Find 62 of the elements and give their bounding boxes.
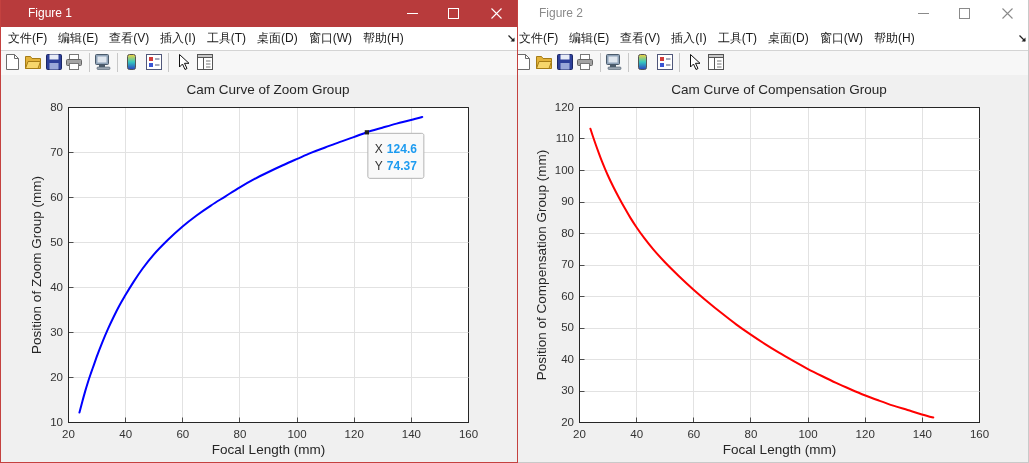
y-tick-label: 60	[561, 289, 574, 302]
x-tick-label: 160	[969, 427, 990, 440]
text: 桌面(D)	[767, 31, 809, 46]
x-tick-label: 60	[687, 427, 701, 440]
x-axis-title: Focal Length (mm)	[722, 442, 837, 457]
x-tick-label: 80	[744, 427, 758, 440]
y-axis-title: Position of Compensation Group (mm)	[533, 149, 549, 381]
x-tick-label: 120	[855, 427, 875, 440]
text: 桌面(D)	[256, 31, 298, 46]
text: 帮助(H)	[873, 31, 915, 46]
y-tick-label: 30	[561, 384, 574, 396]
text: 文件(F)	[519, 31, 559, 46]
line-series	[78, 115, 424, 414]
x-tick-label: 40	[119, 427, 133, 440]
text: 窗口(W)	[819, 31, 863, 46]
y-tick-label: 20	[561, 415, 574, 428]
x-tick-label: 60	[176, 427, 190, 440]
x-tick-label: 160	[458, 427, 479, 440]
chart-title: Cam Curve of Compensation Group	[671, 81, 887, 97]
y-tick-label: 40	[561, 352, 574, 365]
x-tick-label: 100	[287, 427, 307, 440]
x-tick-label: 120	[344, 427, 364, 440]
x-tick-label: 100	[798, 427, 818, 440]
y-tick-label: 90	[561, 195, 574, 207]
x-axis-title: Focal Length (mm)	[211, 442, 326, 457]
text: 查看(V)	[620, 31, 661, 46]
text: 插入(I)	[671, 31, 707, 46]
y-tick-label: 80	[561, 226, 574, 239]
y-axis-title: Position of Zoom Group (mm)	[29, 176, 45, 354]
annotation: X 124.6 Y 74.37	[374, 142, 418, 174]
text: 文件(F)	[8, 31, 48, 46]
text: 工具(T)	[717, 31, 757, 46]
y-tick-label: 50	[561, 321, 574, 333]
text: 编辑(E)	[58, 31, 99, 46]
y-tick-label: 10	[50, 415, 63, 428]
text: 工具(T)	[206, 31, 246, 46]
text: 帮助(H)	[362, 31, 404, 46]
y-tick-label: 70	[50, 145, 63, 158]
y-tick-label: 50	[50, 235, 63, 248]
text: 插入(I)	[160, 31, 196, 46]
y-tick-label: 100	[554, 163, 574, 176]
text: Figure 2	[539, 6, 584, 21]
y-tick-label: 30	[50, 325, 63, 338]
y-tick-label: 20	[50, 370, 63, 383]
x-tick-label: 140	[401, 427, 421, 440]
y-tick-label: 110	[555, 132, 574, 144]
y-tick-label: 120	[554, 100, 574, 113]
line-series	[589, 127, 935, 419]
text: 编辑(E)	[569, 31, 610, 46]
x-tick-label: 20	[573, 427, 586, 440]
x-tick-label: 40	[630, 427, 644, 440]
x-tick-label: 20	[62, 427, 75, 440]
chart-title: Cam Curve of Zoom Group	[186, 81, 350, 97]
y-tick-label: 60	[50, 190, 63, 203]
text: 窗口(W)	[308, 31, 352, 46]
y-tick-label: 80	[50, 100, 63, 113]
x-tick-label: 80	[233, 427, 247, 440]
text: Figure 1	[28, 6, 73, 21]
x-tick-label: 140	[912, 427, 932, 440]
text: 查看(V)	[109, 31, 150, 46]
y-tick-label: 40	[50, 280, 63, 293]
y-tick-label: 70	[561, 258, 574, 270]
